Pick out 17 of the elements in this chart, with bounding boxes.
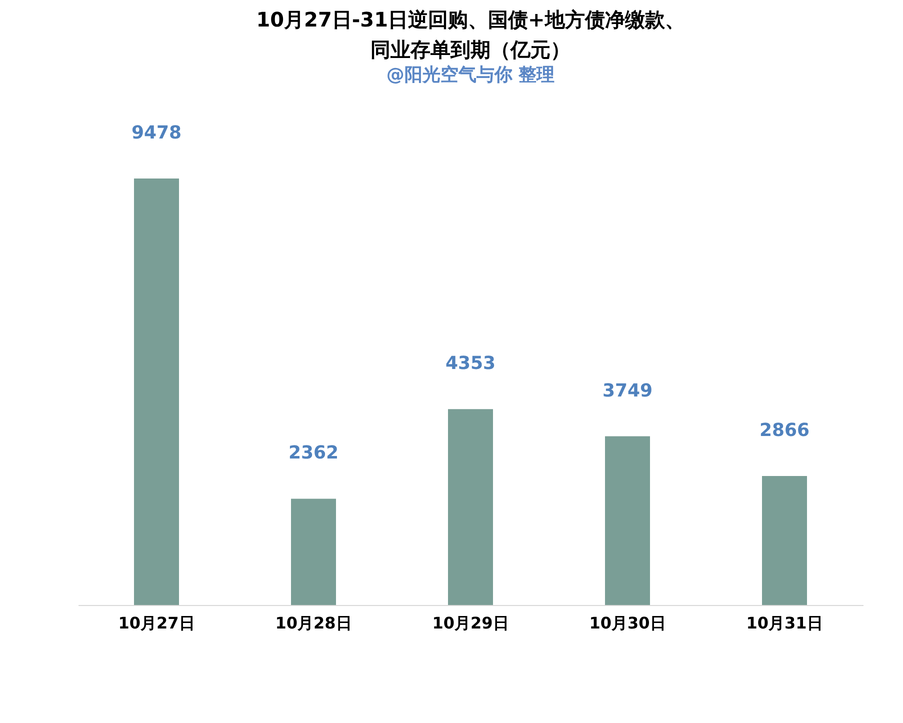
chart-subtitle: @阳光空气与你 整理 <box>386 64 555 86</box>
bar <box>134 178 179 605</box>
bar <box>448 409 493 605</box>
x-tick-label: 10月30日 <box>589 614 666 632</box>
chart-title: 10月27日-31日逆回购、国债+地方债净缴款、同业存单到期（亿元） <box>256 7 685 62</box>
bar <box>762 476 807 605</box>
data-label: 4353 <box>445 353 496 374</box>
data-label: 2362 <box>288 442 339 464</box>
bar <box>291 498 336 605</box>
x-tick-label: 10月31日 <box>746 614 823 632</box>
data-label: 3749 <box>602 380 653 402</box>
data-label: 2866 <box>759 420 810 442</box>
bar <box>605 436 650 605</box>
x-tick-label: 10月28日 <box>275 614 352 632</box>
x-tick-label: 10月27日 <box>118 614 195 632</box>
x-tick-label: 10月29日 <box>432 614 509 632</box>
data-label: 9478 <box>131 122 182 144</box>
